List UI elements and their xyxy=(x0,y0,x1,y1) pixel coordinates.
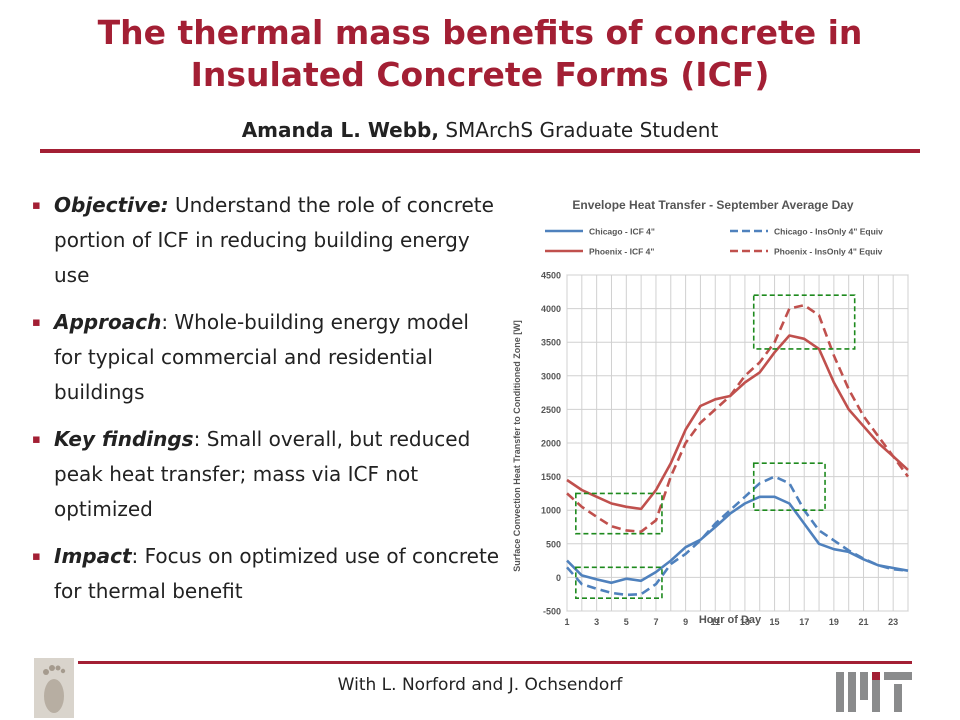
series-line-3 xyxy=(566,334,909,511)
slide-title: The thermal mass benefits of concrete in… xyxy=(0,12,960,96)
mit-logo xyxy=(836,672,912,712)
y-tick-label: 4000 xyxy=(541,304,561,314)
x-tick-label: 13 xyxy=(740,617,750,627)
x-tick-label: 15 xyxy=(770,617,780,627)
y-tick-label: 3500 xyxy=(541,338,561,348)
x-tick-label: 7 xyxy=(653,617,658,627)
x-tick-label: 19 xyxy=(829,617,839,627)
bullet-heading: Impact xyxy=(54,544,132,568)
x-tick-label: 1 xyxy=(564,617,569,627)
legend-label: Chicago - ICF 4" xyxy=(589,227,655,237)
x-tick-label: 23 xyxy=(888,617,898,627)
author-line: Amanda L. Webb, SMArchS Graduate Student xyxy=(0,118,960,142)
bullet-heading: Objective: xyxy=(54,193,169,217)
series-line-2 xyxy=(566,475,909,597)
x-tick-label: 3 xyxy=(594,617,599,627)
bullet-objective: ▪ Objective: Understand the role of conc… xyxy=(30,188,500,293)
top-divider xyxy=(40,149,920,153)
y-tick-label: 500 xyxy=(546,539,561,549)
bullet-text: : Whole-building energy model for typica… xyxy=(54,310,469,404)
author-name: Amanda L. Webb, xyxy=(241,118,439,142)
y-tick-label: 3000 xyxy=(541,371,561,381)
legend-label: Phoenix - InsOnly 4" Equiv xyxy=(774,247,883,257)
y-tick-label: 2500 xyxy=(541,405,561,415)
title-line-2: Insulated Concrete Forms (ICF) xyxy=(190,55,770,94)
highlight-box xyxy=(575,492,663,535)
y-tick-labels: -500 0 500 1000 1500 2000 2500 3000 3500 4000 4500 xyxy=(541,271,561,617)
bullet-marker: ▪ xyxy=(32,198,41,213)
author-role: SMArchS Graduate Student xyxy=(438,118,719,142)
bullet-heading: Approach xyxy=(54,310,162,334)
footer-credits: With L. Norford and J. Ochsendorf xyxy=(337,675,623,695)
x-tick-label: 5 xyxy=(624,617,629,627)
x-axis-label: Hour of Day xyxy=(699,614,762,626)
chart-series xyxy=(566,303,910,597)
chart-legend: Chicago - ICF 4" Chicago - InsOnly 4" Equ… xyxy=(545,227,883,257)
y-tick-label: -500 xyxy=(543,607,561,617)
bullet-text: : Focus on optimized use of concrete for… xyxy=(54,544,500,603)
bullet-approach: ▪ Approach: Whole-building energy model … xyxy=(30,305,500,410)
highlight-box xyxy=(752,294,856,350)
x-tick-label: 17 xyxy=(799,617,809,627)
x-tick-label: 21 xyxy=(859,617,869,627)
y-tick-label: 0 xyxy=(556,573,561,583)
chart-title: Envelope Heat Transfer - September Avera… xyxy=(572,198,854,212)
bullet-key-findings: ▪ Key findings: Small overall, but reduc… xyxy=(30,422,500,527)
bottom-divider xyxy=(78,661,912,664)
highlight-boxes xyxy=(575,294,856,600)
x-tick-labels: 1 3 5 7 9 11 13 15 17 19 21 23 xyxy=(564,617,898,627)
y-tick-label: 4500 xyxy=(541,271,561,281)
y-tick-label: 1000 xyxy=(541,506,561,516)
series-line-4 xyxy=(566,303,910,534)
series-line-1 xyxy=(566,495,909,585)
bullet-heading: Key findings xyxy=(54,427,194,451)
bullet-marker: ▪ xyxy=(32,432,41,447)
highlight-box xyxy=(752,462,826,512)
heat-transfer-chart: Envelope Heat Transfer - September Avera… xyxy=(512,198,910,627)
footprint-icon xyxy=(34,658,74,718)
bullet-text: Understand the role of concrete portion … xyxy=(54,193,494,287)
legend-label: Phoenix - ICF 4" xyxy=(589,247,654,257)
bullet-marker: ▪ xyxy=(32,549,41,564)
x-tick-label: 9 xyxy=(683,617,688,627)
highlight-box xyxy=(575,566,663,600)
bullet-list: ▪ Objective: Understand the role of conc… xyxy=(30,188,500,621)
y-axis-label: Surface Convection Heat Transfer to Cond… xyxy=(512,320,522,572)
chart-grid xyxy=(566,274,909,612)
bullet-text: : Small overall, but reduced peak heat t… xyxy=(54,427,471,521)
title-line-1: The thermal mass benefits of concrete in xyxy=(97,13,863,52)
y-tick-label: 1500 xyxy=(541,472,561,482)
bullet-marker: ▪ xyxy=(32,315,41,330)
x-tick-label: 11 xyxy=(711,617,721,627)
legend-label: Chicago - InsOnly 4" Equiv xyxy=(774,227,883,237)
bullet-impact: ▪ Impact: Focus on optimized use of conc… xyxy=(30,539,500,609)
y-tick-label: 2000 xyxy=(541,439,561,449)
